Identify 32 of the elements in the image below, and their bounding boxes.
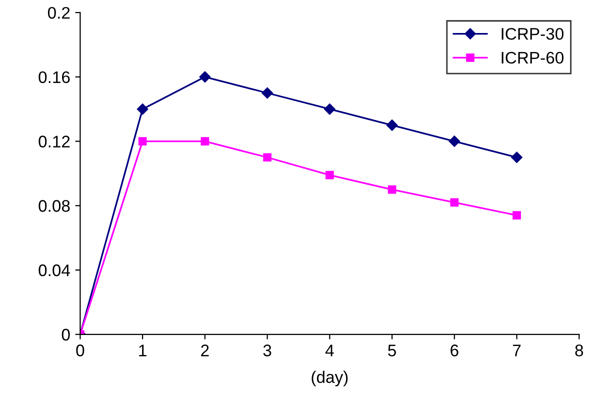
x-tick-label: 6 bbox=[450, 344, 458, 356]
x-tick-label: 1 bbox=[139, 344, 146, 356]
y-tick-label: 0.04 bbox=[38, 264, 70, 276]
x-tick-label: 8 bbox=[575, 344, 584, 356]
point bbox=[262, 87, 273, 99]
point bbox=[450, 198, 459, 207]
x-tick-label: 3 bbox=[263, 344, 272, 356]
y-tick-label: 0.2 bbox=[48, 6, 70, 19]
legend-label: ICRP-60 bbox=[502, 52, 564, 64]
y-tick-label: 0.16 bbox=[38, 71, 70, 84]
point bbox=[448, 136, 460, 147]
point bbox=[512, 211, 521, 220]
x-tick-label: 4 bbox=[325, 344, 334, 356]
point bbox=[138, 137, 147, 146]
x-tick-label: 5 bbox=[388, 344, 396, 356]
x-axis-title: (day) bbox=[312, 370, 348, 386]
point bbox=[324, 103, 336, 115]
y-tick-label: 0.08 bbox=[38, 200, 70, 212]
point bbox=[388, 185, 396, 194]
point bbox=[199, 71, 211, 83]
y-tick-label: 0.12 bbox=[38, 136, 70, 148]
point bbox=[386, 120, 398, 131]
y-tick-label: 0 bbox=[62, 328, 70, 341]
point bbox=[263, 153, 272, 162]
point bbox=[200, 137, 210, 146]
legend-label: ICRP-30 bbox=[502, 28, 564, 40]
point bbox=[511, 152, 522, 163]
x-tick-label: 2 bbox=[201, 344, 209, 356]
x-tick-label: 0 bbox=[76, 344, 84, 356]
point bbox=[326, 170, 334, 180]
x-tick-label: 7 bbox=[513, 344, 521, 356]
point bbox=[136, 103, 148, 115]
